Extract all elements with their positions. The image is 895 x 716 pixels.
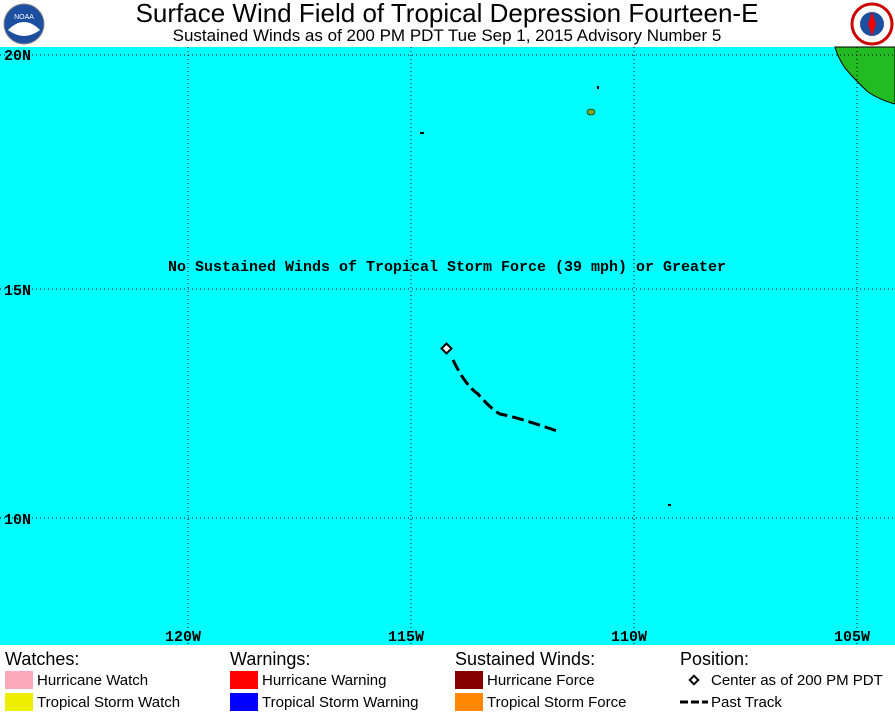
past-track bbox=[451, 359, 561, 434]
subtitle: Sustained Winds as of 200 PM PDT Tue Sep… bbox=[173, 26, 722, 45]
legend-swatch bbox=[455, 693, 483, 711]
lon-label: 115W bbox=[388, 629, 424, 646]
lat-label: 10N bbox=[4, 512, 31, 529]
legend-label: Hurricane Warning bbox=[262, 672, 387, 689]
legend-swatch bbox=[455, 671, 483, 689]
legend: Watches: Hurricane Watch Tropical Storm Wa… bbox=[5, 649, 883, 711]
legend-label: Center as of 200 PM PDT bbox=[711, 672, 883, 689]
legend-label: Tropical Storm Force bbox=[487, 694, 626, 711]
legend-label: Hurricane Watch bbox=[37, 672, 148, 689]
nws-logo bbox=[850, 2, 894, 46]
island bbox=[597, 86, 599, 89]
title: Surface Wind Field of Tropical Depressio… bbox=[136, 0, 759, 28]
island bbox=[586, 108, 596, 116]
legend-label: Tropical Storm Watch bbox=[37, 694, 180, 711]
legend-heading: Warnings: bbox=[230, 649, 310, 669]
island bbox=[420, 132, 424, 134]
storm-center bbox=[440, 342, 453, 355]
legend-heading: Watches: bbox=[5, 649, 79, 669]
legend-swatch bbox=[5, 671, 33, 689]
land-mexico bbox=[834, 46, 895, 105]
legend-heading: Position: bbox=[680, 649, 749, 669]
legend-label: Past Track bbox=[711, 694, 782, 711]
noaa-logo: NOAA bbox=[3, 3, 45, 45]
lon-label: 110W bbox=[611, 629, 647, 646]
note: No Sustained Winds of Tropical Storm For… bbox=[168, 259, 726, 276]
legend-swatch bbox=[5, 693, 33, 711]
svg-text:NOAA: NOAA bbox=[14, 14, 34, 21]
legend-label: Tropical Storm Warning bbox=[262, 694, 418, 711]
lon-label: 120W bbox=[165, 629, 201, 646]
legend-heading: Sustained Winds: bbox=[455, 649, 595, 669]
lon-label: 105W bbox=[834, 629, 870, 646]
legend-swatch bbox=[230, 693, 258, 711]
legend-swatch bbox=[230, 671, 258, 689]
lat-label: 15N bbox=[4, 283, 31, 300]
legend-label: Hurricane Force bbox=[487, 672, 595, 689]
lat-label: 20N bbox=[4, 48, 31, 65]
island bbox=[668, 504, 671, 506]
legend-symbol bbox=[688, 674, 700, 686]
